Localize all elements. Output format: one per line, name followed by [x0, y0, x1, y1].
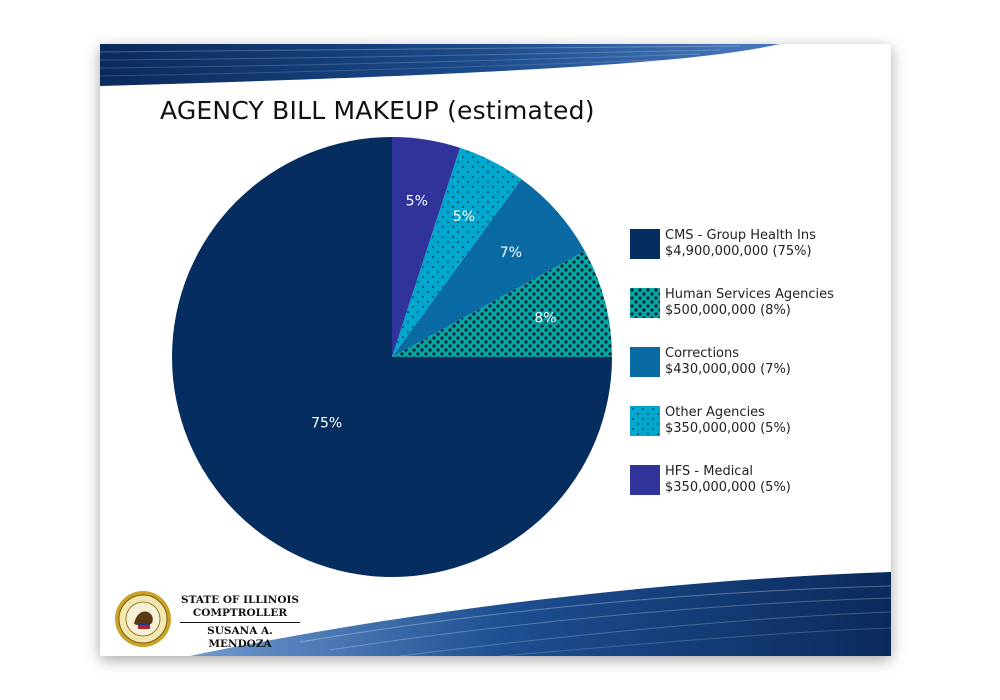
legend-text-hfs: HFS - Medical $350,000,000 (5%) [665, 464, 791, 496]
top-decorative-band [100, 44, 780, 86]
legend-item-corrections: Corrections $430,000,000 (7%) [630, 346, 880, 382]
legend-swatch-hfs [630, 465, 660, 495]
legend-item-human: Human Services Agencies $500,000,000 (8%) [630, 287, 880, 323]
slice-label-cms: 75% [311, 415, 342, 431]
pie-slice-other [392, 147, 522, 357]
slice-label-human: 8% [534, 311, 556, 327]
legend-name: CMS - Group Health Ins [665, 228, 816, 243]
state-seal-icon [115, 591, 171, 647]
footer-divider [180, 622, 300, 623]
pie-slices [172, 137, 612, 577]
legend-name: Other Agencies [665, 405, 765, 420]
legend-swatch-corrections [630, 347, 660, 377]
comptroller-branding: STATE OF ILLINOIS COMPTROLLER SUSANA A. … [114, 590, 354, 651]
legend-item-cms: CMS - Group Health Ins $4,900,000,000 (75… [630, 228, 880, 264]
legend-item-hfs: HFS - Medical $350,000,000 (5%) [630, 464, 880, 500]
legend-name: Human Services Agencies [665, 287, 834, 302]
pie-slice-hfs [392, 137, 460, 357]
pie-chart: 75% 8% 7% 5% 5% [172, 137, 612, 577]
slice-label-other: 5% [453, 209, 475, 225]
legend-text-cms: CMS - Group Health Ins $4,900,000,000 (75… [665, 228, 816, 260]
legend-swatch-other [630, 406, 660, 436]
legend-amount: $350,000,000 (5%) [665, 480, 791, 495]
legend-amount: $500,000,000 (8%) [665, 303, 791, 318]
chart-title: AGENCY BILL MAKEUP (estimated) [160, 96, 595, 125]
legend-amount: $430,000,000 (7%) [665, 362, 791, 377]
bottom-decorative-band [190, 572, 891, 656]
legend-swatch-cms [630, 229, 660, 259]
legend-amount: $4,900,000,000 (75%) [665, 244, 812, 259]
slide: AGENCY BILL MAKEUP (estimated) 75% 8% 7% 5%… [100, 44, 891, 656]
legend-swatch-human [630, 288, 660, 318]
legend-text-other: Other Agencies $350,000,000 (5%) [665, 405, 791, 437]
footer-name: SUSANA A. MENDOZA [207, 625, 273, 650]
legend-amount: $350,000,000 (5%) [665, 421, 791, 436]
slice-label-hfs: 5% [406, 194, 428, 210]
comptroller-text: STATE OF ILLINOIS COMPTROLLER SUSANA A. … [180, 594, 300, 651]
legend-name: Corrections [665, 346, 740, 361]
footer-state: STATE OF ILLINOIS [181, 594, 299, 606]
legend-text-human: Human Services Agencies $500,000,000 (8%) [665, 287, 834, 319]
pie-slice-human [392, 251, 612, 357]
pie-slice-labels: 75% 8% 7% 5% 5% [311, 194, 556, 432]
legend-text-corrections: Corrections $430,000,000 (7%) [665, 346, 791, 378]
legend-item-other: Other Agencies $350,000,000 (5%) [630, 405, 880, 441]
slice-label-corrections: 7% [500, 245, 522, 261]
footer-office: COMPTROLLER [192, 607, 288, 619]
pie-slice-corrections [392, 179, 585, 357]
legend-name: HFS - Medical [665, 464, 754, 479]
